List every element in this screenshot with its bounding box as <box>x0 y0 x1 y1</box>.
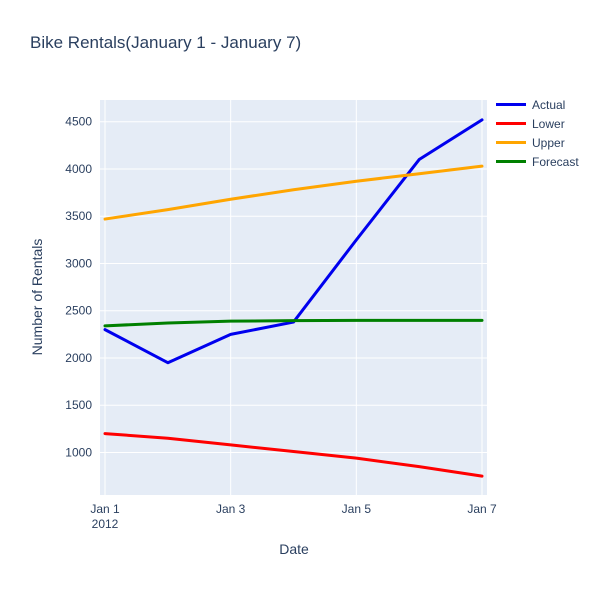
y-axis-title: Number of Rentals <box>29 238 45 356</box>
legend-swatch <box>496 160 526 163</box>
legend-label: Forecast <box>532 154 579 169</box>
chart-title: Bike Rentals(January 1 - January 7) <box>30 33 302 52</box>
x-axis-title: Date <box>279 541 309 557</box>
legend-swatch <box>496 103 526 106</box>
y-tick-label: 4000 <box>65 162 92 176</box>
line-forecast[interactable] <box>103 318 484 328</box>
x-tick-label: Jan 7 <box>467 502 497 516</box>
x-tick-label: Jan 5 <box>342 502 372 516</box>
legend-label: Lower <box>532 116 565 131</box>
legend-item-lower[interactable]: Lower <box>496 116 579 131</box>
legend-swatch <box>496 141 526 144</box>
plot-background[interactable] <box>100 100 487 495</box>
y-tick-label: 1000 <box>65 445 92 459</box>
legend-item-forecast[interactable]: Forecast <box>496 154 579 169</box>
line-lower[interactable] <box>103 432 484 478</box>
legend-item-upper[interactable]: Upper <box>496 135 579 150</box>
y-tick-label: 3500 <box>65 209 92 223</box>
legend: Actual Lower Upper Forecast <box>496 97 579 169</box>
legend-item-actual[interactable]: Actual <box>496 97 579 112</box>
x-tick-sublabel: 2012 <box>92 517 119 531</box>
legend-swatch <box>496 122 526 125</box>
y-tick-label: 1500 <box>65 398 92 412</box>
y-tick-label: 4500 <box>65 115 92 129</box>
legend-label: Actual <box>532 97 566 112</box>
y-tick-label: 2500 <box>65 304 92 318</box>
x-tick-label: Jan 1 <box>90 502 120 516</box>
x-tick-label: Jan 3 <box>216 502 246 516</box>
legend-label: Upper <box>532 135 565 150</box>
y-tick-label: 2000 <box>65 351 92 365</box>
y-tick-label: 3000 <box>65 256 92 270</box>
line-upper[interactable] <box>103 164 484 221</box>
